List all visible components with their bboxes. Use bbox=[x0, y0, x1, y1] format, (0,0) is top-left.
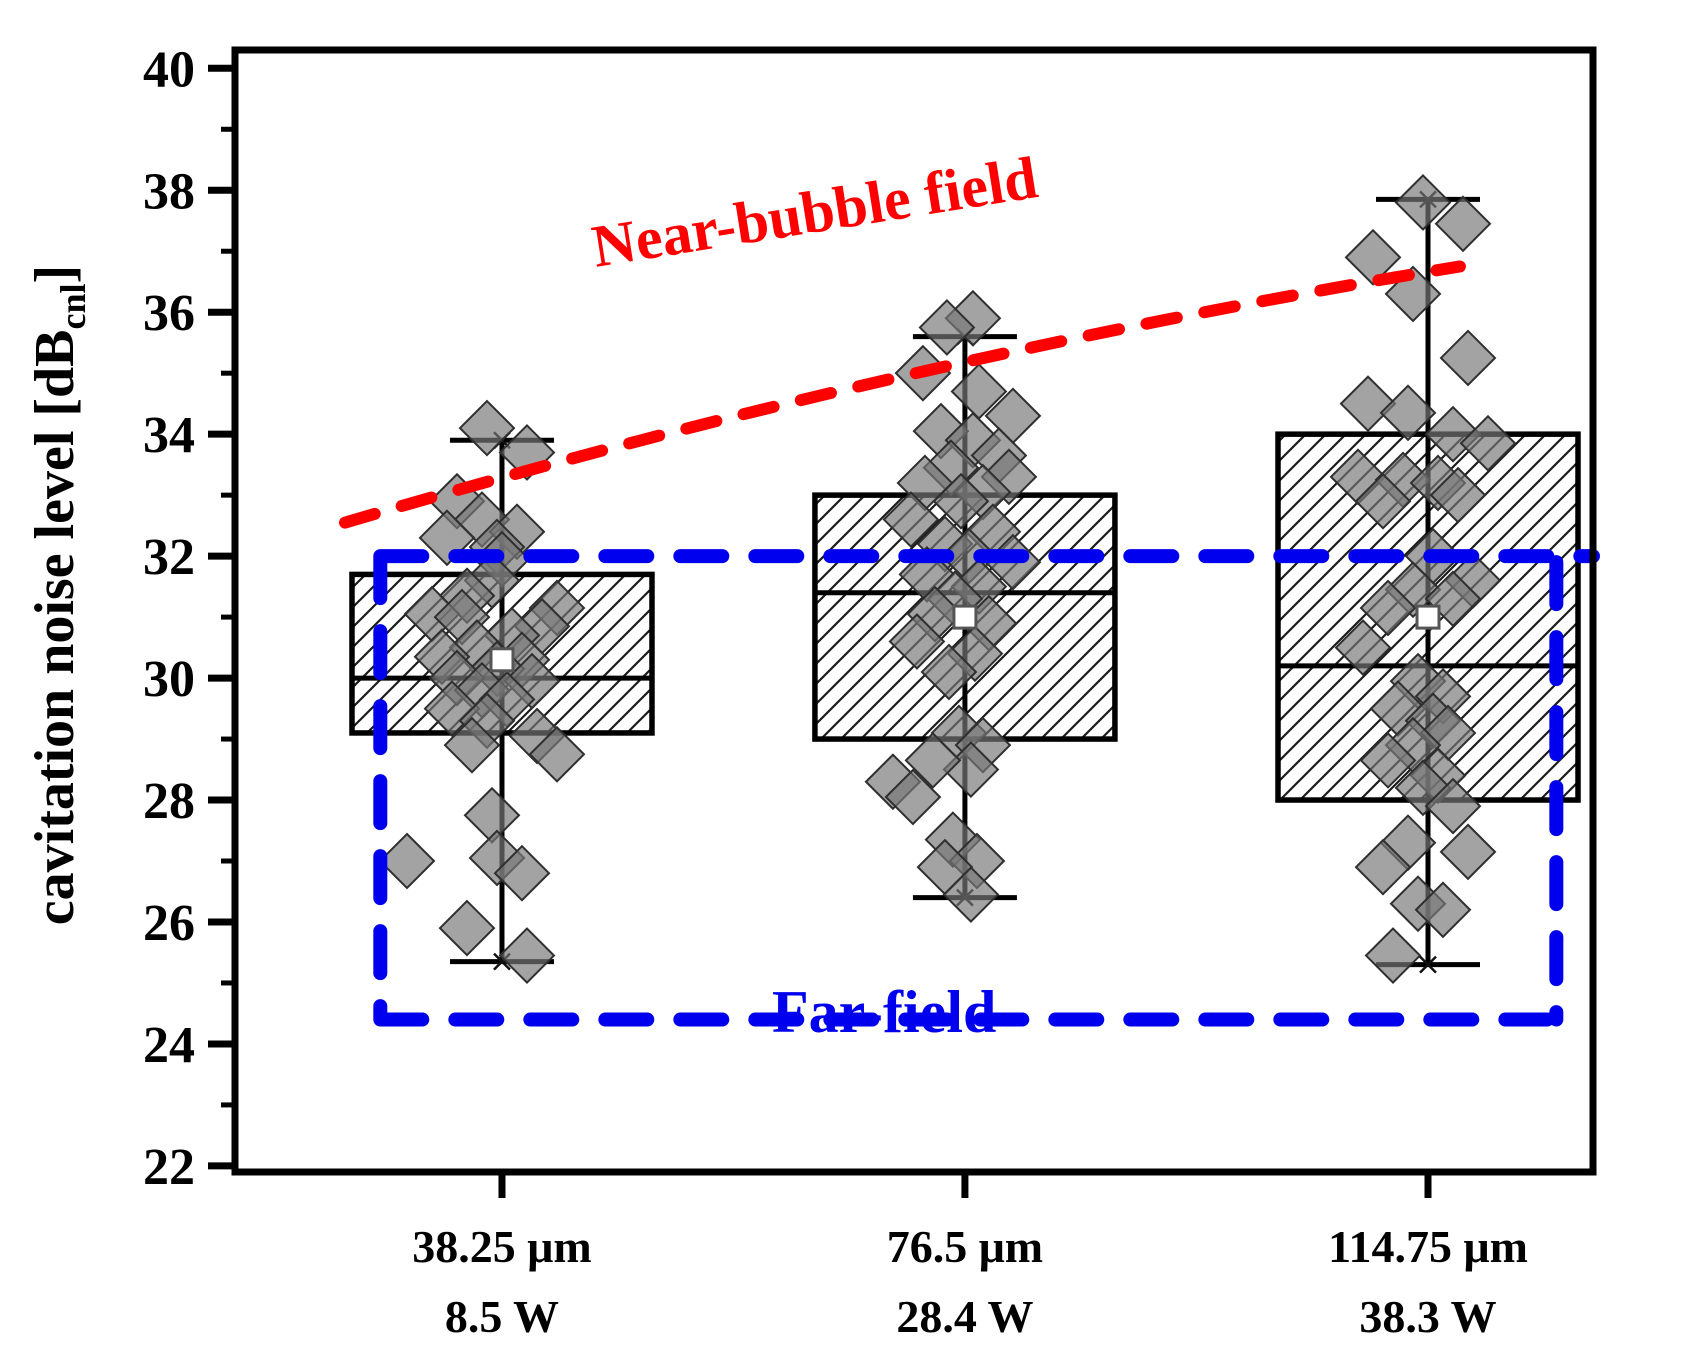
scatter-point bbox=[888, 613, 946, 670]
scatter-point bbox=[1444, 552, 1502, 609]
scatter-point bbox=[1339, 375, 1397, 433]
scatter-point bbox=[378, 832, 436, 890]
y-tick-label: 22 bbox=[143, 1139, 195, 1196]
x-group-label-line1: 76.5 μm bbox=[887, 1221, 1043, 1272]
scatter-point bbox=[1384, 265, 1442, 323]
scatter-point bbox=[498, 424, 556, 481]
scatter-point bbox=[904, 731, 962, 789]
x-group-label-line1: 38.25 μm bbox=[412, 1221, 591, 1272]
y-axis-title-text: cavitation noise level [dB bbox=[24, 329, 86, 926]
scatter-point bbox=[1354, 838, 1412, 896]
y-tick-label: 28 bbox=[143, 773, 195, 830]
far-field-dashed-box bbox=[373, 549, 1600, 1027]
scatter-point bbox=[1379, 384, 1437, 442]
scatter-point bbox=[920, 643, 978, 701]
x-group-label-line2: 28.4 W bbox=[896, 1291, 1033, 1342]
scatter-point bbox=[1364, 927, 1422, 984]
far-field-label: Far-field bbox=[772, 979, 997, 1045]
scatter-point bbox=[1359, 579, 1417, 637]
scatter-point bbox=[443, 716, 501, 774]
scatter-point bbox=[882, 491, 940, 548]
y-tick-label: 34 bbox=[143, 407, 195, 464]
y-axis-title: cavitation noise level [dBcnl] bbox=[23, 145, 93, 1045]
scatter-point bbox=[498, 927, 556, 984]
scatter-point bbox=[1439, 823, 1497, 881]
y-tick-label: 30 bbox=[143, 651, 195, 708]
scatter-point bbox=[463, 786, 521, 844]
scatter-point bbox=[932, 472, 990, 530]
scatter-point bbox=[1459, 414, 1517, 472]
scatter-point bbox=[418, 509, 476, 567]
scatter-point bbox=[468, 829, 526, 887]
scatter-point bbox=[918, 299, 976, 356]
scatter-point bbox=[493, 844, 551, 902]
y-axis-title-suffix: ] bbox=[24, 264, 86, 284]
y-tick-label: 38 bbox=[143, 163, 195, 220]
scatter-point bbox=[1424, 570, 1482, 628]
scatter-point bbox=[1354, 472, 1412, 530]
near-bubble-trend-line bbox=[338, 260, 1466, 529]
x-group-label-line2: 8.5 W bbox=[445, 1291, 559, 1342]
scatter-point bbox=[942, 866, 1000, 923]
scatter-point bbox=[1439, 329, 1497, 387]
scatter-layer bbox=[378, 174, 1517, 984]
scatter-point bbox=[1344, 228, 1402, 286]
y-tick-label: 24 bbox=[143, 1017, 195, 1074]
scatter-point bbox=[438, 899, 496, 957]
scatter-point bbox=[1384, 561, 1442, 619]
y-tick-label: 26 bbox=[143, 895, 195, 952]
mean-marker bbox=[952, 604, 978, 630]
y-tick-label: 40 bbox=[143, 41, 195, 98]
scatter-point bbox=[528, 725, 586, 783]
y-axis-title-subscript: cnl bbox=[53, 283, 94, 330]
x-group-label-line1: 114.75 μm bbox=[1328, 1221, 1528, 1272]
scatter-point bbox=[458, 399, 516, 457]
scatter-point bbox=[1434, 195, 1492, 253]
whisker-end-marker bbox=[1419, 955, 1437, 974]
scatter-point bbox=[1429, 466, 1487, 524]
scatter-point bbox=[1334, 619, 1392, 677]
scatter-point bbox=[1414, 881, 1472, 939]
scatter-point bbox=[946, 625, 1004, 683]
y-tick-label: 36 bbox=[143, 285, 195, 342]
scatter-point bbox=[1394, 174, 1452, 231]
plot-frame bbox=[231, 46, 1597, 1176]
mean-marker bbox=[489, 647, 515, 673]
scatter-point bbox=[884, 768, 942, 826]
y-tick-label: 32 bbox=[143, 529, 195, 586]
x-group-label-line2: 38.3 W bbox=[1359, 1291, 1496, 1342]
scatter-point bbox=[1359, 731, 1417, 789]
scatter-point bbox=[1424, 777, 1482, 835]
mean-marker bbox=[1415, 604, 1441, 630]
